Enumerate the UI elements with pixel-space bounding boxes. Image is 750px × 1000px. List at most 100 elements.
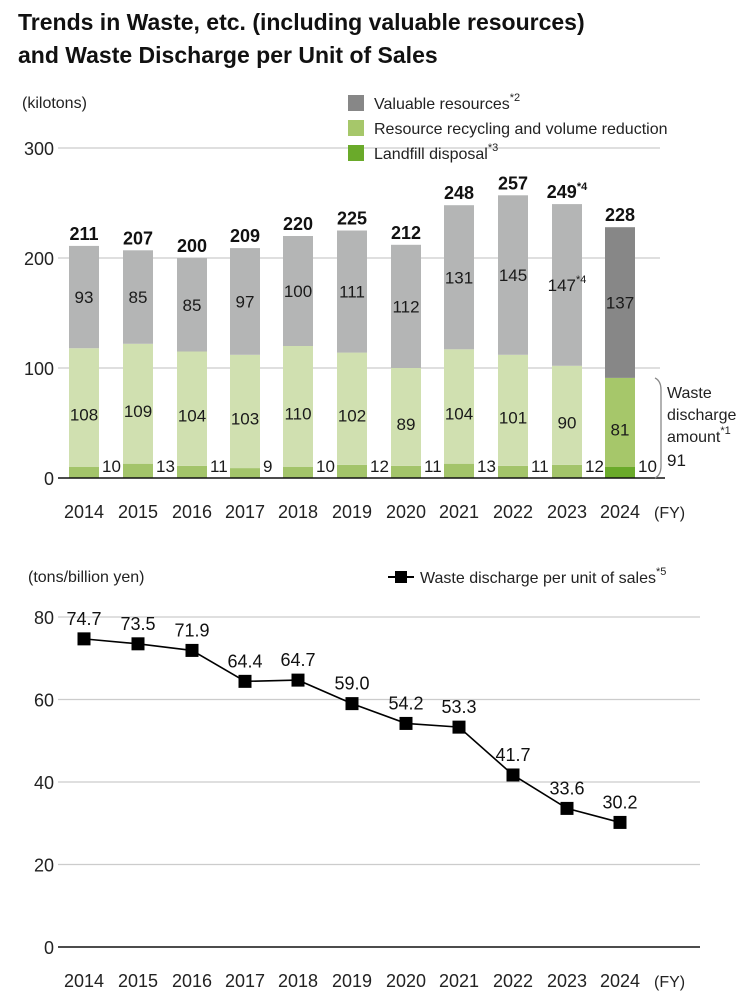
- data-point-label: 59.0: [334, 674, 369, 694]
- x-tick-label: 2024: [600, 971, 640, 991]
- x-tick-label: 2020: [386, 502, 426, 522]
- bar-segment-valuable: [605, 227, 635, 378]
- x-tick-label: 2021: [439, 502, 479, 522]
- bar-segment-recycling: [69, 348, 99, 467]
- x-tick-label: 2023: [547, 971, 587, 991]
- legend-label: Valuable resources*2: [374, 92, 520, 113]
- x-tick-label: 2018: [278, 971, 318, 991]
- stacked-bar-chart: (kilotons)010020030010893102112014109851…: [22, 92, 736, 522]
- x-tick-label: 2023: [547, 502, 587, 522]
- data-point-marker: [613, 815, 627, 829]
- x-tick-label: 2019: [332, 502, 372, 522]
- annotation-label: discharge: [667, 407, 736, 424]
- bar-label-valuable: 93: [75, 288, 94, 307]
- data-point-label: 74.7: [66, 609, 101, 629]
- bar-total-label: 212: [391, 223, 421, 243]
- legend-label: Landfill disposal*3: [374, 142, 498, 163]
- legend-label: Resource recycling and volume reduction: [374, 121, 667, 138]
- bar-segment-valuable: [230, 248, 260, 355]
- data-point-label: 41.7: [495, 745, 530, 765]
- y-tick-label: 20: [34, 856, 54, 876]
- bar-total-label: 200: [177, 236, 207, 256]
- annotation-value: 91: [667, 451, 686, 470]
- bar-segment-valuable: [123, 250, 153, 344]
- annotation-label: Waste: [667, 385, 712, 402]
- bar-segment-recycling: [498, 354, 528, 466]
- bar-total-label: 225: [337, 209, 367, 229]
- bar-label-recycling: 104: [178, 407, 206, 426]
- x-tick-label: 2016: [172, 971, 212, 991]
- x-tick-label: 2014: [64, 971, 104, 991]
- y-tick-label: 40: [34, 773, 54, 793]
- bar-label-landfill: 12: [370, 457, 389, 476]
- bar-segment-valuable: [337, 230, 367, 353]
- bar-segment-valuable: [177, 258, 207, 352]
- data-point-label: 73.5: [120, 614, 155, 634]
- bar-label-recycling: 81: [611, 420, 630, 439]
- data-point-marker: [452, 720, 466, 734]
- bar-label-valuable: 97: [236, 292, 255, 311]
- bar-label-valuable: 145: [499, 266, 527, 285]
- data-point-label: 53.3: [441, 697, 476, 717]
- bar-segment-recycling: [552, 365, 582, 465]
- bar-segment-recycling: [177, 351, 207, 466]
- bar-total-label: 228: [605, 205, 635, 225]
- bar-total-label: 220: [283, 214, 313, 234]
- bar-label-recycling: 109: [124, 402, 152, 421]
- bar-segment-landfill: [605, 467, 635, 478]
- bar-segment-landfill: [444, 463, 474, 478]
- bar-label-landfill: 10: [102, 457, 121, 476]
- bar-label-recycling: 90: [558, 413, 577, 432]
- bar-total-label: 257: [498, 173, 528, 193]
- bar-label-landfill: 11: [424, 457, 442, 476]
- x-tick-label: 2018: [278, 502, 318, 522]
- bar-segment-recycling: [337, 352, 367, 465]
- data-point-marker: [238, 674, 252, 688]
- data-point-marker: [185, 643, 199, 657]
- bar-label-landfill: 12: [585, 457, 604, 476]
- data-point-label: 64.7: [280, 650, 315, 670]
- y-tick-label: 300: [24, 139, 54, 159]
- y-axis-unit-label: (kilotons): [22, 95, 87, 112]
- bar-segment-valuable: [498, 195, 528, 355]
- bar-segment-recycling: [391, 368, 421, 466]
- data-point-label: 33.6: [549, 778, 584, 798]
- y-tick-label: 60: [34, 691, 54, 711]
- title-line-1: Trends in Waste, etc. (including valuabl…: [18, 9, 585, 35]
- x-tick-label: 2017: [225, 502, 265, 522]
- annotation-label: amount*1: [667, 425, 731, 446]
- bar-label-valuable: 100: [284, 282, 312, 301]
- bar-label-recycling: 104: [445, 405, 473, 424]
- bar-label-valuable: 85: [183, 296, 202, 315]
- legend-swatch: [348, 145, 364, 161]
- y-tick-label: 80: [34, 608, 54, 628]
- data-point-marker: [506, 768, 520, 782]
- bar-segment-landfill: [337, 464, 367, 478]
- x-tick-label: 2021: [439, 971, 479, 991]
- data-point-label: 54.2: [388, 693, 423, 713]
- line-chart: (tons/billion yen) 0 20 40 60 80 74.7 2014 73.5 2…: [28, 566, 700, 991]
- bar-label-valuable: 111: [339, 283, 365, 302]
- legend-marker-icon: [395, 571, 407, 583]
- bar-segment-recycling: [283, 346, 313, 467]
- x-tick-label: 2022: [493, 971, 533, 991]
- x-axis-unit-label: (FY): [654, 974, 685, 991]
- y-tick-label: 200: [24, 249, 54, 269]
- x-tick-label: 2015: [118, 502, 158, 522]
- bar-label-landfill: 11: [531, 457, 549, 476]
- legend-swatch: [348, 95, 364, 111]
- x-tick-label: 2024: [600, 502, 640, 522]
- bar-segment-valuable: [444, 205, 474, 350]
- data-point-marker: [131, 637, 145, 651]
- series-line: [83, 638, 621, 824]
- bar-segment-recycling: [444, 349, 474, 464]
- bar-label-valuable: 85: [129, 288, 148, 307]
- bar-label-valuable: 137: [606, 294, 634, 313]
- bar-segment-recycling: [230, 354, 260, 469]
- bar-segment-landfill: [498, 465, 528, 478]
- bar-segment-valuable: [283, 236, 313, 346]
- legend-swatch: [348, 120, 364, 136]
- x-tick-label: 2019: [332, 971, 372, 991]
- bar-segment-landfill: [230, 468, 260, 478]
